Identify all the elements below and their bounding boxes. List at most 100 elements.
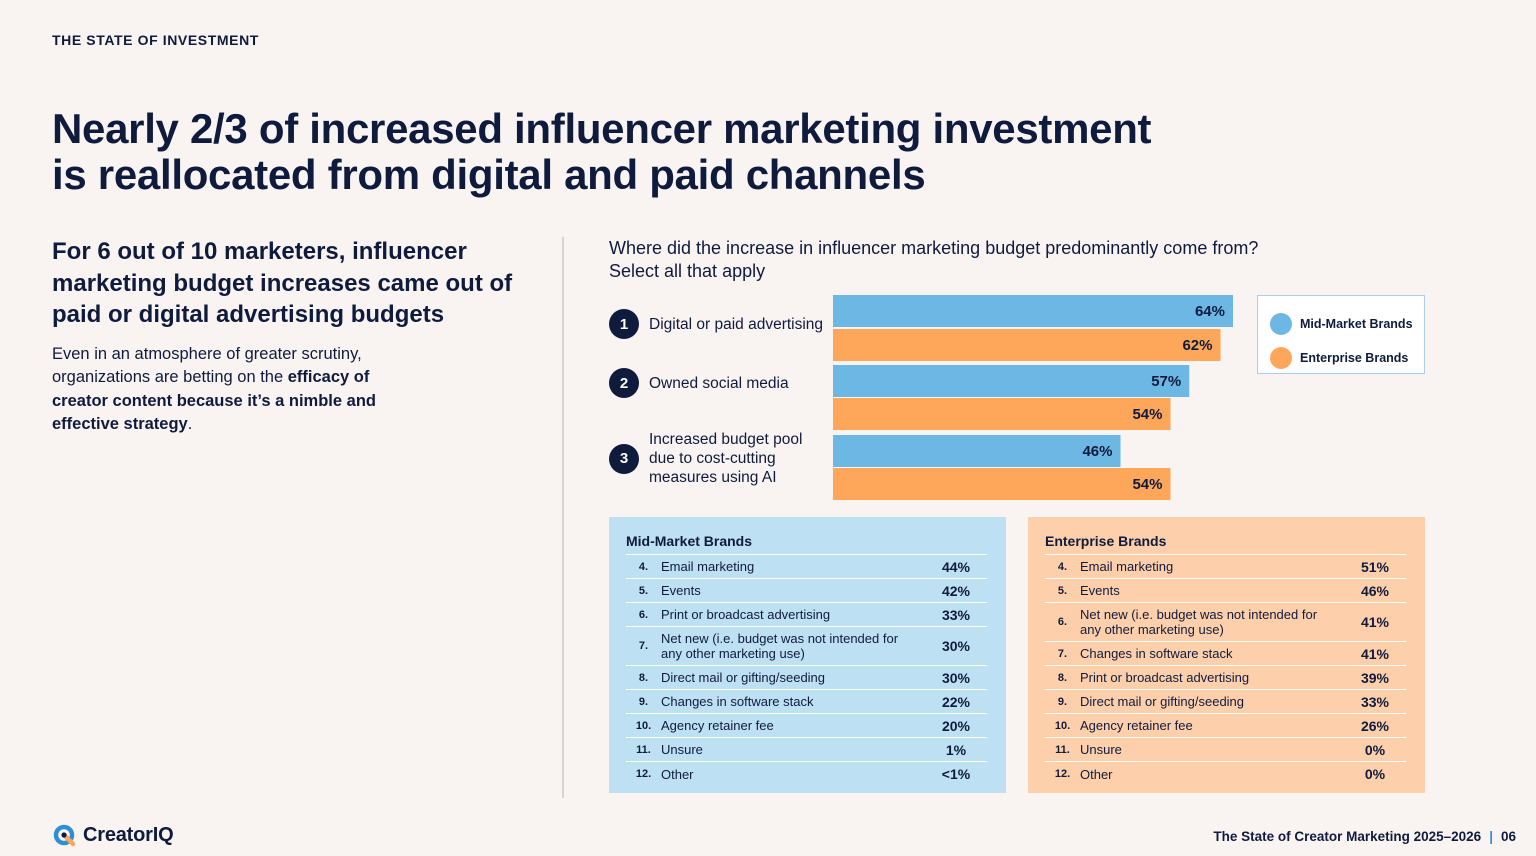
enterprise-table: Enterprise Brands 4. Email marketing 51% 5.… xyxy=(1028,517,1425,793)
logo-text: CreatorIQ xyxy=(83,823,174,846)
table-row: 4. Email marketing 51% xyxy=(1045,555,1406,579)
row-label: Email marketing xyxy=(661,559,755,574)
chart-question: Where did the increase in influencer mar… xyxy=(609,237,1369,282)
table-row: 12. Other 0% xyxy=(1045,762,1406,786)
page-title: Nearly 2/3 of increased influencer marke… xyxy=(52,106,1252,198)
row-value: 42% xyxy=(941,582,971,599)
row-value: 41% xyxy=(1360,645,1390,662)
row-number: 9. xyxy=(638,695,649,708)
body-copy-plain: Even in an atmosphere of greater scrutin… xyxy=(52,344,362,387)
bar-mid-market-3 xyxy=(833,435,1121,467)
row-label: Net new (i.e. budget was not intended fo… xyxy=(1080,607,1318,637)
page-footer: The State of Creator Marketing 2025–2026… xyxy=(1213,829,1516,844)
category-number-badge: 3 xyxy=(609,443,639,474)
row-value: 44% xyxy=(941,558,971,575)
legend-swatch-enterprise xyxy=(1270,347,1292,369)
table-row: 5. Events 46% xyxy=(1045,579,1406,603)
row-value: 30% xyxy=(941,669,971,686)
row-label: Direct mail or gifting/seeding xyxy=(661,670,826,685)
bar-enterprise-2 xyxy=(833,398,1171,430)
row-number: 8. xyxy=(638,671,649,684)
bar-enterprise-3 xyxy=(833,468,1171,500)
footer-separator: | xyxy=(1489,829,1493,844)
row-number: 10. xyxy=(635,719,652,732)
bar-value-label: 54% xyxy=(1132,476,1162,493)
table-row: 10. Agency retainer fee 20% xyxy=(626,714,987,738)
category-label: Digital or paid advertising xyxy=(649,315,824,333)
table-title: Mid-Market Brands xyxy=(626,533,987,555)
legend-label: Enterprise Brands xyxy=(1300,351,1409,365)
row-label: Print or broadcast advertising xyxy=(661,607,831,622)
row-number: 10. xyxy=(1054,719,1071,732)
category-number-badge: 1 xyxy=(609,309,639,339)
row-value: 33% xyxy=(941,606,971,623)
row-label: Unsure xyxy=(661,742,703,757)
row-label: Direct mail or gifting/seeding xyxy=(1080,694,1245,709)
row-number: 12. xyxy=(1054,768,1071,780)
row-number: 9. xyxy=(1057,695,1068,708)
table-row: 8. Direct mail or gifting/seeding 30% xyxy=(626,666,987,690)
bar-value-label: 64% xyxy=(1195,303,1225,320)
row-value: <1% xyxy=(941,766,971,782)
row-label: Net new (i.e. budget was not intended fo… xyxy=(661,631,899,661)
row-value: 20% xyxy=(941,717,971,734)
row-number: 8. xyxy=(1057,671,1068,684)
page-number: 06 xyxy=(1500,829,1516,844)
legend-swatch-mid-market xyxy=(1270,313,1292,335)
table-row: 5. Events 42% xyxy=(626,579,987,603)
row-label: Events xyxy=(1080,583,1120,598)
row-value: 30% xyxy=(941,638,971,654)
row-value: 41% xyxy=(1360,614,1390,630)
row-number: 5. xyxy=(1057,584,1068,597)
row-value: 46% xyxy=(1360,582,1390,599)
column-divider xyxy=(562,237,564,798)
table-row: 7. Net new (i.e. budget was not intended … xyxy=(626,627,987,666)
row-value: 39% xyxy=(1360,669,1390,686)
table-row: 6. Net new (i.e. budget was not intended … xyxy=(1045,603,1406,642)
category-owned-social: 2 Owned social media xyxy=(609,368,824,398)
row-number: 7. xyxy=(1057,647,1068,660)
legend-label: Mid-Market Brands xyxy=(1300,317,1413,331)
body-copy-bold: efficacy of creator content because it’s… xyxy=(52,368,376,433)
row-label: Events xyxy=(661,583,701,598)
row-label: Changes in software stack xyxy=(1080,646,1233,661)
category-label: Increased budget pool due to cost-cuttin… xyxy=(649,431,803,486)
row-label: Print or broadcast advertising xyxy=(1080,670,1250,685)
table-row: 11. Unsure 1% xyxy=(626,738,987,762)
row-number: 11. xyxy=(636,743,651,756)
body-copy: Even in an atmosphere of greater scrutin… xyxy=(52,343,422,437)
row-label: Agency retainer fee xyxy=(1080,718,1193,733)
table-body: 4. Email marketing 51% 5. Events 46% 6. Net new… xyxy=(1045,555,1406,786)
row-number: 6. xyxy=(638,608,649,621)
table-row: 7. Changes in software stack 41% xyxy=(1045,642,1406,666)
table-title: Enterprise Brands xyxy=(1045,533,1406,555)
category-ai-cost-cutting: 3 Increased budget pool due to cost-cutt… xyxy=(609,430,824,487)
table-row: 8. Print or broadcast advertising 39% xyxy=(1045,666,1406,690)
bar-value-label: 62% xyxy=(1182,337,1212,354)
chart-legend: Mid-Market Brands Enterprise Brands xyxy=(1257,295,1425,374)
bar-enterprise-1 xyxy=(833,329,1221,361)
chart-question-line-1: Where did the increase in influencer mar… xyxy=(609,238,1259,258)
bar-value-label: 57% xyxy=(1151,373,1181,390)
row-number: 11. xyxy=(1055,743,1070,756)
table-body: 4. Email marketing 44% 5. Events 42% 6. Print o… xyxy=(626,555,987,786)
row-value: 26% xyxy=(1360,717,1390,734)
bar-mid-market-2 xyxy=(833,365,1190,397)
table-row: 6. Print or broadcast advertising 33% xyxy=(626,603,987,627)
creatoriq-logo-icon xyxy=(53,824,76,847)
row-label: Agency retainer fee xyxy=(661,718,774,733)
report-title: The State of Creator Marketing 2025–2026 xyxy=(1213,829,1482,844)
row-number: 4. xyxy=(1057,560,1068,573)
table-row: 9. Direct mail or gifting/seeding 33% xyxy=(1045,690,1406,714)
category-number-badge: 2 xyxy=(609,368,639,398)
row-value: 0% xyxy=(1364,741,1386,758)
mid-market-table: Mid-Market Brands 4. Email marketing 44% 5.… xyxy=(609,517,1006,793)
category-label: Owned social media xyxy=(649,374,789,392)
row-number: 4. xyxy=(638,560,649,573)
section-label: THE STATE OF INVESTMENT xyxy=(52,32,259,48)
bar-value-label: 54% xyxy=(1132,406,1162,423)
row-number: 12. xyxy=(635,768,652,780)
row-number: 6. xyxy=(1057,616,1068,628)
table-row: 12. Other <1% xyxy=(626,762,987,786)
legend-item-mid-market: Mid-Market Brands xyxy=(1270,307,1424,341)
